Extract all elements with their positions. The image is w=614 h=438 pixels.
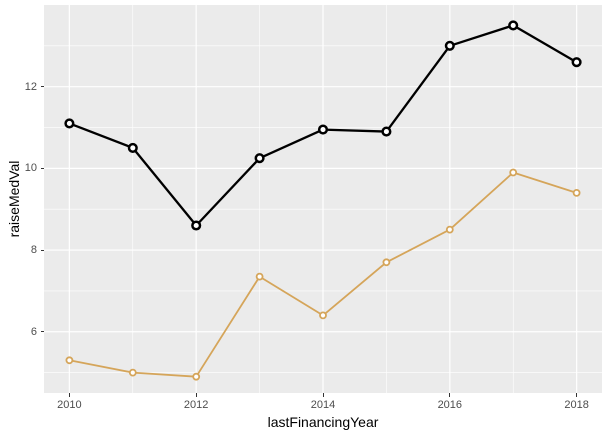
black-series-point xyxy=(571,57,582,68)
tan-series-point xyxy=(128,368,137,377)
x-tick-label: 2010 xyxy=(57,399,82,411)
x-tick-mark xyxy=(195,393,197,397)
tan-series-point xyxy=(509,168,518,177)
tan-series-point xyxy=(382,258,391,267)
y-tick-mark xyxy=(40,86,44,88)
y-tick-mark xyxy=(40,249,44,251)
x-tick-label: 2014 xyxy=(310,399,336,411)
black-series-point xyxy=(444,40,455,51)
y-tick-label: 6 xyxy=(30,325,37,338)
y-tick-mark xyxy=(40,331,44,333)
x-tick-label: 2012 xyxy=(183,399,209,411)
y-tick-label: 8 xyxy=(30,244,37,257)
black-series-point xyxy=(254,153,265,164)
black-series-point xyxy=(64,118,75,129)
plot-area-svg xyxy=(44,5,602,393)
y-tick-label: 12 xyxy=(24,80,37,93)
x-tick-mark xyxy=(449,393,451,397)
black-series-point xyxy=(317,124,329,135)
x-tick-mark xyxy=(322,393,324,397)
tan-series-point xyxy=(65,356,74,365)
x-tick-mark xyxy=(576,393,578,397)
y-tick-mark xyxy=(40,167,44,169)
black-series-point xyxy=(191,220,202,231)
plot-panel xyxy=(44,5,602,393)
x-tick-label: 2018 xyxy=(564,399,589,411)
x-tick-label: 2016 xyxy=(437,399,463,411)
tan-series-point xyxy=(319,311,327,320)
tan-series-point xyxy=(192,372,201,381)
black-series-point xyxy=(381,126,392,137)
tan-series-point xyxy=(445,225,454,234)
x-tick-mark xyxy=(68,393,70,397)
black-series-point xyxy=(508,20,519,31)
tan-series-point xyxy=(572,188,581,197)
y-tick-label: 10 xyxy=(24,162,37,175)
x-axis-title: lastFinancingYear xyxy=(267,414,379,430)
tan-series-point xyxy=(255,272,264,281)
black-series-point xyxy=(127,142,138,153)
